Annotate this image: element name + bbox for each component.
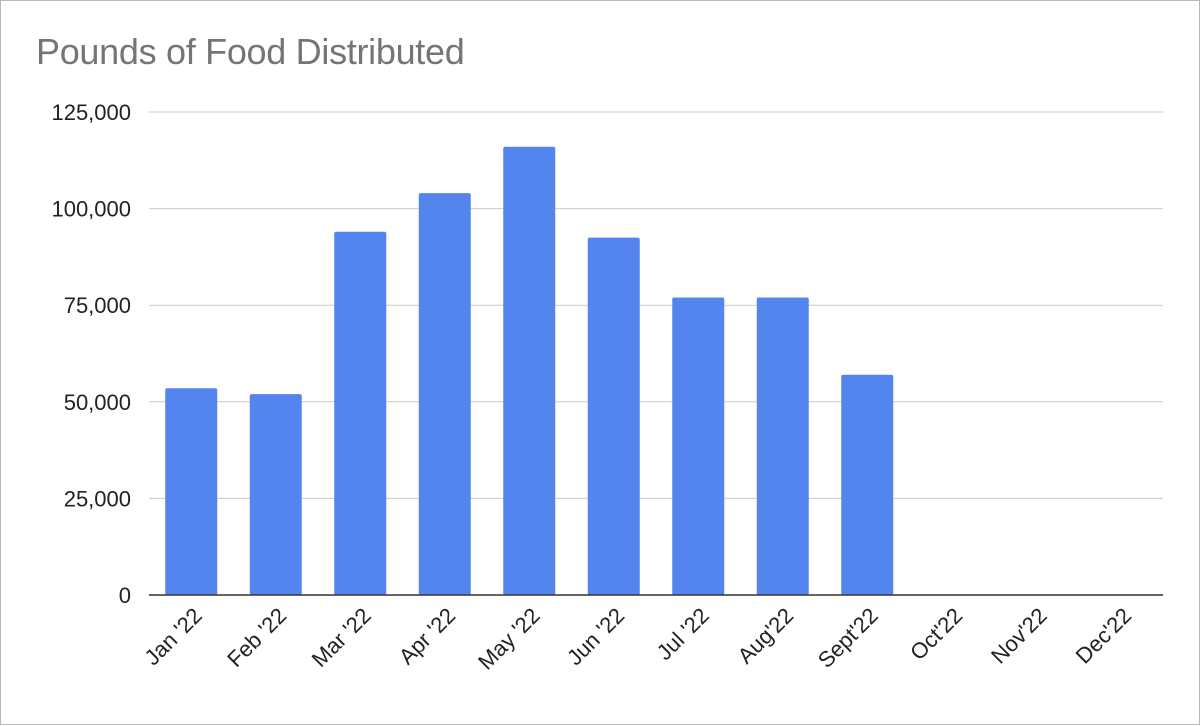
x-tick-label: Apr '22 bbox=[394, 603, 460, 669]
bar bbox=[672, 297, 725, 595]
bar bbox=[841, 374, 894, 595]
bar bbox=[418, 193, 471, 596]
x-tick-label: Mar '22 bbox=[307, 603, 376, 672]
y-tick-label: 50,000 bbox=[64, 390, 131, 415]
y-tick-label: 125,000 bbox=[51, 100, 131, 125]
x-tick-label: Nov'22 bbox=[986, 603, 1052, 669]
y-tick-label: 0 bbox=[119, 583, 131, 608]
y-tick-label: 100,000 bbox=[51, 197, 131, 222]
x-tick-label: Aug'22 bbox=[733, 603, 799, 669]
x-tick-label: Jan '22 bbox=[139, 603, 206, 670]
bar bbox=[249, 394, 302, 595]
bar bbox=[334, 231, 387, 595]
x-tick-label: Feb '22 bbox=[222, 603, 291, 672]
bar bbox=[756, 297, 809, 595]
bar bbox=[503, 146, 556, 595]
x-tick-label: Jul '22 bbox=[652, 603, 714, 665]
x-tick-label: May '22 bbox=[473, 603, 545, 675]
x-tick-label: Sept'22 bbox=[813, 603, 883, 673]
x-tick-label: Jun '22 bbox=[562, 603, 629, 670]
y-tick-label: 75,000 bbox=[64, 293, 131, 318]
x-tick-label: Oct'22 bbox=[905, 603, 967, 665]
x-tick-label: Dec'22 bbox=[1071, 603, 1137, 669]
bar bbox=[165, 388, 218, 595]
chart-title: Pounds of Food Distributed bbox=[36, 31, 465, 72]
bar bbox=[587, 237, 640, 595]
y-tick-label: 25,000 bbox=[64, 486, 131, 511]
